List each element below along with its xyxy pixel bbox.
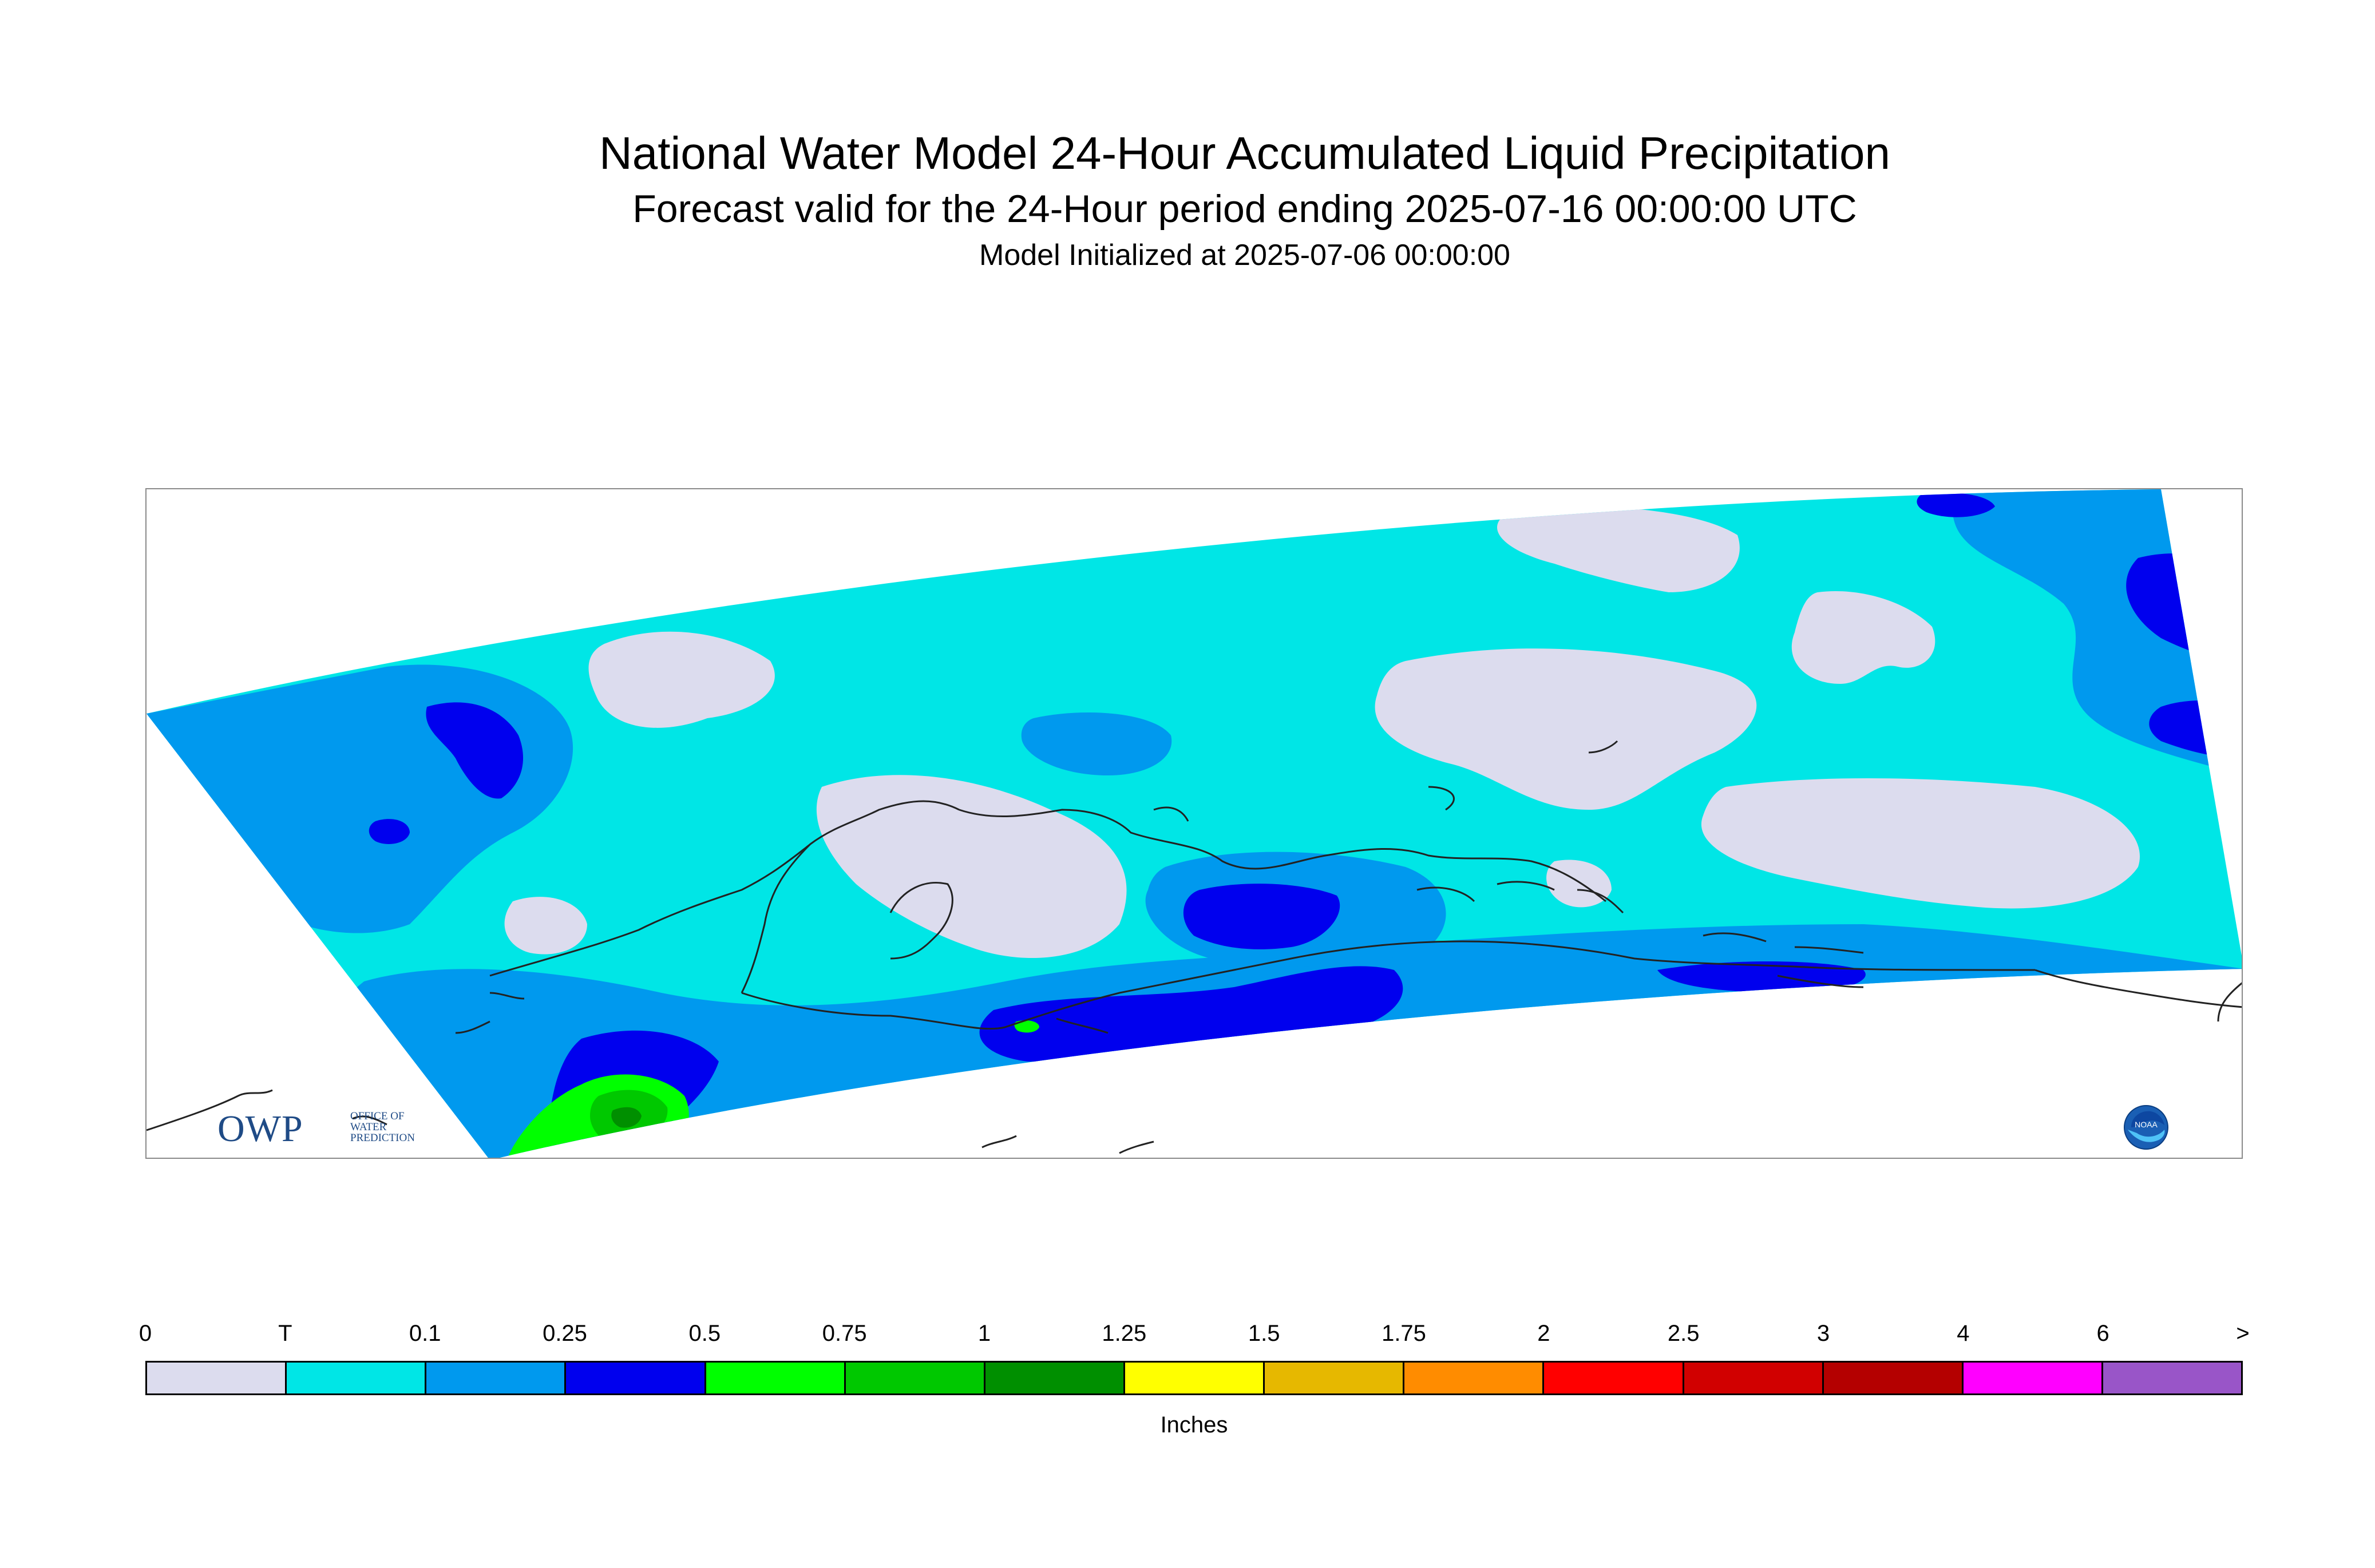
legend-tick-label: 1.75	[1382, 1321, 1426, 1346]
zone-moderate	[1183, 884, 1340, 949]
legend-swatch	[985, 1363, 1125, 1393]
forecast-period: Forecast valid for the 24-Hour period en…	[632, 187, 1857, 231]
zone-zero	[816, 775, 1127, 959]
legend-tick-label: 1.25	[1102, 1321, 1147, 1346]
legend-tick-label: >	[2236, 1321, 2250, 1346]
legend-swatch	[845, 1363, 985, 1393]
legend-tick-label: T	[278, 1321, 292, 1346]
legend-tick-label: 0.5	[688, 1321, 721, 1346]
zone-zero	[1375, 648, 1757, 810]
zone-zero	[504, 897, 587, 955]
legend-tick-label: 6	[2096, 1321, 2109, 1346]
coastlines	[147, 740, 2242, 1154]
precipitation-field	[147, 489, 2242, 1158]
legend-swatch	[1125, 1363, 1265, 1393]
zone-zero	[588, 631, 775, 728]
legend-tick-label: 1.5	[1248, 1321, 1280, 1346]
legend-swatch	[566, 1363, 706, 1393]
zone-light	[1021, 712, 1172, 775]
legend-swatch	[2103, 1363, 2242, 1393]
legend-tick-label: 4	[1957, 1321, 1970, 1346]
legend-tick-label: 0.25	[543, 1321, 587, 1346]
legend-swatch	[1963, 1363, 2103, 1393]
legend-swatch	[1404, 1363, 1545, 1393]
zone-moderate	[1917, 493, 1995, 517]
legend-units: Inches	[1160, 1412, 1228, 1438]
zone-heavy	[2227, 716, 2242, 741]
legend-swatch	[1684, 1363, 1824, 1393]
owp-logo-text: OWP	[217, 1108, 303, 1150]
zone-zero	[1791, 591, 1935, 684]
zone-zero	[1546, 860, 1612, 908]
zone-heavy	[611, 1107, 642, 1128]
legend-swatch	[1823, 1363, 1964, 1393]
legend-tick-label: 2	[1537, 1321, 1550, 1346]
legend-tick-label: 0.1	[409, 1321, 441, 1346]
zone-moderate	[369, 819, 410, 844]
legend-swatch	[147, 1363, 287, 1393]
legend-swatch	[426, 1363, 567, 1393]
color-legend: 0 T 0.1 0.25 0.5 0.75 1 1.25 1.5 1.75 2 2.5 3 4 6 > Inc…	[139, 1309, 2250, 1441]
legend-swatch	[706, 1363, 846, 1393]
initialization-time: Model Initialized at 2025-07-06 00:00:00	[979, 239, 1510, 272]
legend-color-bar	[145, 1361, 2243, 1395]
page-title: National Water Model 24-Hour Accumulated…	[599, 128, 1890, 179]
precipitation-map: OWP OFFICE OF WATER PREDICTION NOAA	[145, 488, 2243, 1159]
zone-zero	[1497, 506, 1740, 592]
legend-tick-label: 1	[977, 1321, 991, 1346]
legend-tick-label: 0	[138, 1321, 152, 1346]
legend-swatch	[1265, 1363, 1405, 1393]
zone-heavy	[1014, 1020, 1039, 1033]
owp-logo-subtitle: OFFICE OF WATER PREDICTION	[350, 1110, 415, 1144]
noaa-logo-icon: NOAA	[2124, 1105, 2168, 1150]
legend-swatch	[287, 1363, 427, 1393]
svg-text:NOAA: NOAA	[2135, 1120, 2158, 1129]
legend-tick-label: 0.75	[822, 1321, 867, 1346]
legend-swatch	[1544, 1363, 1684, 1393]
owp-logo: OWP OFFICE OF WATER PREDICTION	[217, 1107, 423, 1153]
zone-moderate	[426, 702, 524, 799]
legend-tick-label: 3	[1816, 1321, 1830, 1346]
zone-moderate	[1657, 961, 1866, 993]
zone-zero	[1701, 778, 2140, 909]
legend-tick-label: 2.5	[1667, 1321, 1700, 1346]
